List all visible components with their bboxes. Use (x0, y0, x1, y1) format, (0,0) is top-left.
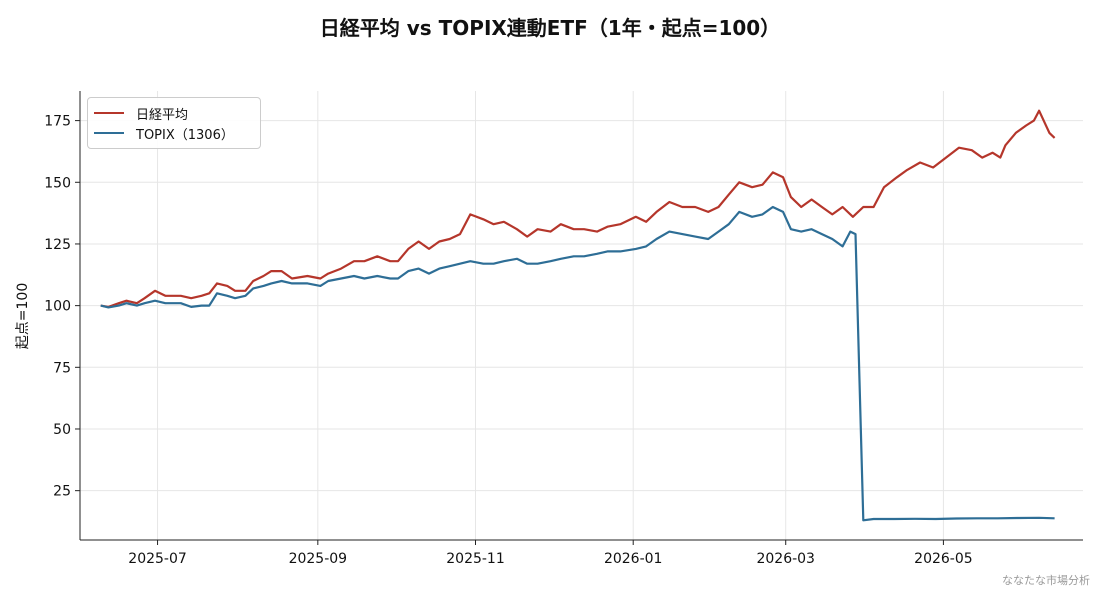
legend-swatch-nikkei (94, 112, 124, 114)
legend-item-topix: TOPIX（1306） (94, 124, 234, 143)
watermark: ななたな市場分析 (1002, 574, 1090, 587)
y-tick-label: 100 (44, 299, 71, 315)
legend-label-topix: TOPIX（1306） (136, 127, 234, 143)
y-tick-label: 50 (53, 422, 71, 438)
x-tick-label: 2026-05 (914, 551, 973, 567)
y-axis-label: 起点=100 (15, 283, 31, 349)
x-tick-label: 2025-07 (128, 551, 187, 567)
x-tick-label: 2025-11 (446, 551, 505, 567)
chart-title: 日経平均 vs TOPIX連動ETF（1年・起点=100） (319, 16, 781, 40)
series-line-1 (100, 205, 1055, 522)
series-line-0 (100, 109, 1056, 308)
y-tick-label: 175 (44, 114, 71, 130)
legend: 日経平均 TOPIX（1306） (87, 97, 261, 149)
x-tick-label: 2025-09 (289, 551, 348, 567)
x-tick-label: 2026-03 (756, 551, 815, 567)
legend-swatch-topix (94, 132, 124, 134)
axes (75, 91, 1083, 545)
x-tick-label: 2026-01 (604, 551, 663, 567)
y-tick-label: 125 (44, 237, 71, 253)
y-tick-label: 150 (44, 175, 71, 191)
tick-labels: 25 50 75 100 125 150 175 2025-07 2025-09 2025-11 2… (44, 114, 972, 567)
y-tick-label: 25 (53, 484, 71, 500)
grid-lines (80, 91, 1083, 540)
series-lines (100, 109, 1056, 522)
legend-item-nikkei: 日経平均 (94, 104, 189, 123)
legend-label-nikkei: 日経平均 (136, 107, 189, 123)
y-tick-label: 75 (53, 360, 71, 376)
